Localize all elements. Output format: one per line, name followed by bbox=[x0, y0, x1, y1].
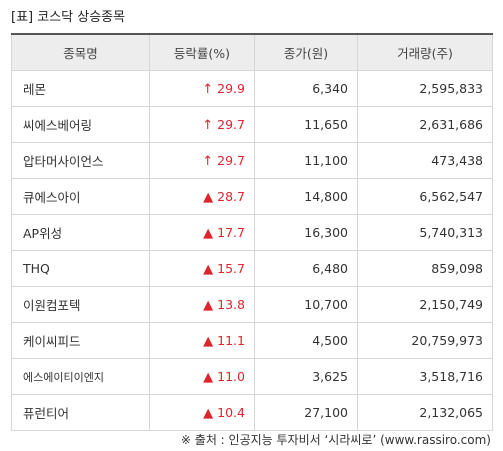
source-note: ※ 출처 : 인공지능 투자비서 ‘시라씨로’ (www.rassiro.com… bbox=[180, 433, 491, 447]
trading-volume: 473,438 bbox=[357, 142, 493, 179]
column-header-rate: 등락률(%) bbox=[149, 33, 255, 71]
change-rate: 29.9 bbox=[217, 80, 245, 96]
trading-volume: 6,562,547 bbox=[357, 178, 493, 215]
column-header-volume: 거래량(주) bbox=[357, 33, 493, 71]
closing-price: 11,650 bbox=[254, 106, 358, 143]
table-row: 레몬 ↑ 29.9 6,340 2,595,833 bbox=[11, 70, 493, 107]
trading-volume: 2,150,749 bbox=[357, 286, 493, 323]
change-rate: 28.7 bbox=[217, 188, 245, 204]
table-row: 퓨런티어 ▲ 10.4 27,100 2,132,065 bbox=[11, 394, 493, 431]
stock-name: THQ bbox=[11, 250, 150, 287]
closing-price: 4,500 bbox=[254, 322, 358, 359]
change-rate-cell: ▲ 28.7 bbox=[149, 178, 255, 215]
change-rate-cell: ▲ 11.0 bbox=[149, 358, 255, 395]
table-row: 케이씨피드 ▲ 11.1 4,500 20,759,973 bbox=[11, 322, 493, 359]
trading-volume: 3,518,716 bbox=[357, 358, 493, 395]
table-row: AP위성 ▲ 17.7 16,300 5,740,313 bbox=[11, 214, 493, 251]
up-arrow-icon: ↑ bbox=[202, 153, 214, 169]
closing-price: 16,300 bbox=[254, 214, 358, 251]
closing-price: 6,480 bbox=[254, 250, 358, 287]
trading-volume: 2,595,833 bbox=[357, 70, 493, 107]
up-triangle-icon: ▲ bbox=[203, 225, 214, 241]
change-rate-cell: ▲ 17.7 bbox=[149, 214, 255, 251]
up-arrow-icon: ↑ bbox=[202, 117, 214, 133]
up-arrow-icon: ↑ bbox=[202, 81, 214, 97]
stock-name: 이원컴포텍 bbox=[11, 286, 150, 323]
table-caption: [표] 코스닥 상승종목 bbox=[11, 10, 126, 25]
stock-name: 케이씨피드 bbox=[11, 322, 150, 359]
up-triangle-icon: ▲ bbox=[203, 333, 214, 349]
stock-name: 레몬 bbox=[11, 70, 150, 107]
closing-price: 27,100 bbox=[254, 394, 358, 431]
closing-price: 14,800 bbox=[254, 178, 358, 215]
change-rate-cell: ▲ 13.8 bbox=[149, 286, 255, 323]
change-rate: 29.7 bbox=[217, 152, 245, 168]
stock-name: 큐에스아이 bbox=[11, 178, 150, 215]
closing-price: 6,340 bbox=[254, 70, 358, 107]
column-header-price: 종가(원) bbox=[254, 33, 358, 71]
change-rate-cell: ↑ 29.9 bbox=[149, 70, 255, 107]
trading-volume: 859,098 bbox=[357, 250, 493, 287]
trading-volume: 5,740,313 bbox=[357, 214, 493, 251]
change-rate: 17.7 bbox=[217, 224, 245, 240]
kosdaq-gainers-table: 종목명 등락률(%) 종가(원) 거래량(주) 레몬 ↑ 29.9 6,340 2,59… bbox=[11, 33, 493, 431]
up-triangle-icon: ▲ bbox=[203, 405, 214, 421]
up-triangle-icon: ▲ bbox=[203, 189, 214, 205]
table-row: 이원컴포텍 ▲ 13.8 10,700 2,150,749 bbox=[11, 286, 493, 323]
closing-price: 10,700 bbox=[254, 286, 358, 323]
trading-volume: 2,132,065 bbox=[357, 394, 493, 431]
change-rate: 13.8 bbox=[217, 296, 245, 312]
up-triangle-icon: ▲ bbox=[203, 297, 214, 313]
stock-name: 씨에스베어링 bbox=[11, 106, 150, 143]
table-row: 압타머사이언스 ↑ 29.7 11,100 473,438 bbox=[11, 142, 493, 179]
change-rate: 29.7 bbox=[217, 116, 245, 132]
stock-name: 압타머사이언스 bbox=[11, 142, 150, 179]
table-row: 에스에이티이엔지 ▲ 11.0 3,625 3,518,716 bbox=[11, 358, 493, 395]
change-rate-cell: ▲ 15.7 bbox=[149, 250, 255, 287]
table-row: THQ ▲ 15.7 6,480 859,098 bbox=[11, 250, 493, 287]
trading-volume: 20,759,973 bbox=[357, 322, 493, 359]
stock-name: AP위성 bbox=[11, 214, 150, 251]
change-rate-cell: ▲ 11.1 bbox=[149, 322, 255, 359]
change-rate: 11.0 bbox=[217, 368, 245, 384]
column-header-name: 종목명 bbox=[11, 33, 150, 71]
change-rate: 10.4 bbox=[217, 404, 245, 420]
change-rate-cell: ▲ 10.4 bbox=[149, 394, 255, 431]
stock-name: 퓨런티어 bbox=[11, 394, 150, 431]
up-triangle-icon: ▲ bbox=[203, 369, 214, 385]
table-row: 큐에스아이 ▲ 28.7 14,800 6,562,547 bbox=[11, 178, 493, 215]
table-header-row: 종목명 등락률(%) 종가(원) 거래량(주) bbox=[11, 33, 493, 71]
change-rate: 11.1 bbox=[217, 332, 245, 348]
closing-price: 11,100 bbox=[254, 142, 358, 179]
up-triangle-icon: ▲ bbox=[203, 261, 214, 277]
table-row: 씨에스베어링 ↑ 29.7 11,650 2,631,686 bbox=[11, 106, 493, 143]
trading-volume: 2,631,686 bbox=[357, 106, 493, 143]
stock-name: 에스에이티이엔지 bbox=[11, 358, 150, 395]
change-rate: 15.7 bbox=[217, 260, 245, 276]
change-rate-cell: ↑ 29.7 bbox=[149, 142, 255, 179]
change-rate-cell: ↑ 29.7 bbox=[149, 106, 255, 143]
closing-price: 3,625 bbox=[254, 358, 358, 395]
